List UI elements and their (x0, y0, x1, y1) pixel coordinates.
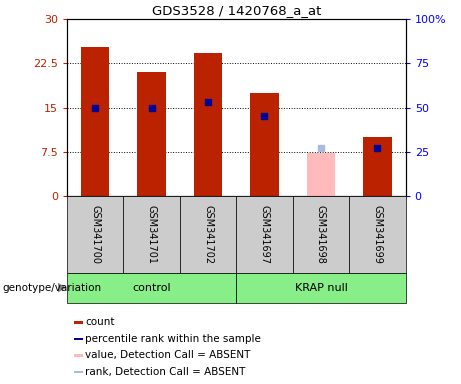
Text: GSM341701: GSM341701 (147, 205, 157, 264)
Bar (307, 154, 335, 196)
Text: rank, Detection Call = ABSENT: rank, Detection Call = ABSENT (85, 367, 246, 377)
Text: GSM341698: GSM341698 (316, 205, 326, 264)
Bar (180, 196, 236, 273)
Bar (81, 48, 109, 196)
Bar (236, 196, 293, 273)
Bar (67, 196, 123, 273)
Bar (137, 72, 165, 196)
Bar (250, 93, 278, 196)
Text: genotype/variation: genotype/variation (2, 283, 101, 293)
Bar (293, 196, 349, 273)
Text: percentile rank within the sample: percentile rank within the sample (85, 334, 261, 344)
Text: KRAP null: KRAP null (295, 283, 348, 293)
Text: control: control (132, 283, 171, 293)
Text: count: count (85, 317, 115, 328)
Text: GSM341697: GSM341697 (260, 205, 270, 264)
Bar (74, 321, 83, 324)
Bar (363, 137, 391, 196)
Bar (74, 338, 83, 340)
Bar (194, 53, 222, 196)
Bar (67, 273, 236, 303)
Bar (74, 371, 83, 373)
Text: GSM341700: GSM341700 (90, 205, 100, 264)
Polygon shape (58, 283, 66, 293)
Bar (349, 196, 406, 273)
Bar (236, 273, 406, 303)
Title: GDS3528 / 1420768_a_at: GDS3528 / 1420768_a_at (152, 3, 321, 17)
Text: GSM341702: GSM341702 (203, 205, 213, 264)
Bar (123, 196, 180, 273)
Text: value, Detection Call = ABSENT: value, Detection Call = ABSENT (85, 350, 250, 361)
Bar (74, 354, 83, 357)
Text: GSM341699: GSM341699 (372, 205, 383, 264)
